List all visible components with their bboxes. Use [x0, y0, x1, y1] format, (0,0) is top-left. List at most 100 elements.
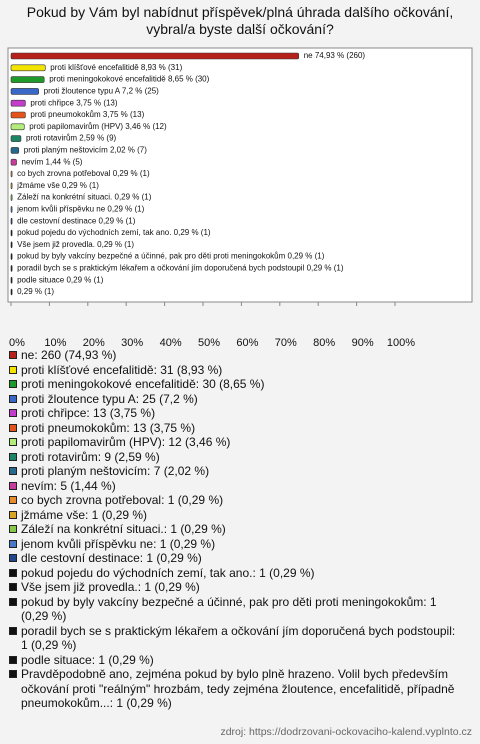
legend-swatch: [9, 365, 17, 374]
legend-swatch: [9, 351, 17, 359]
bar-label: dle cestovní destinace 0,29 % (1): [17, 216, 136, 225]
bar: [10, 123, 25, 131]
x-tick-label: 0%: [9, 337, 25, 349]
bar: [10, 147, 20, 154]
legend-label: proti rotavirům: 9 (2,59 %): [21, 449, 160, 464]
bar-label: proti papilomavirům (HPV) 3,46 % (12): [29, 122, 167, 131]
bar-label: proti meningokokové encefalitidě 8,65 % …: [49, 75, 209, 84]
legend-item: pokud pojedu do východních zemí, tak ano…: [8, 566, 464, 581]
legend-swatch: [9, 481, 17, 490]
legend-label: proti planým neštovicím: 7 (2,02 %): [21, 464, 210, 478]
legend-label: proti klíšťové encefalitidě: 31 (8,93 %): [21, 362, 223, 377]
bar-label: pokud by byly vakcíny bezpečné a účinné,…: [17, 252, 325, 261]
x-tick-label: 70%: [275, 337, 297, 349]
bar: [10, 229, 13, 237]
x-tick-label: 20%: [83, 337, 105, 349]
x-tick-label: 90%: [352, 337, 374, 349]
x-tick-label: 10%: [44, 337, 66, 349]
legend-swatch: [9, 496, 17, 504]
bar: [10, 88, 39, 95]
bar: [10, 111, 26, 119]
legend-item: proti klíšťové encefalitidě: 31 (8,93 %): [8, 363, 464, 378]
legend-swatch: [9, 568, 17, 577]
bar: [10, 217, 13, 225]
bar-label: proti klíšťové encefalitidě 8,93 % (31): [50, 63, 182, 72]
bar: [10, 182, 13, 190]
x-tick-label: 60%: [236, 337, 258, 349]
legend-label: jžmáme vše: 1 (0,29 %): [21, 507, 148, 522]
legend-item: pokud by byly vakcíny bezpečné a účinné,…: [8, 595, 464, 624]
legend-label: co bych zrovna potřeboval: 1 (0,29 %): [21, 493, 224, 507]
bar: [10, 194, 13, 201]
legend-item: Záleží na konkrétní situaci.: 1 (0,29 %): [8, 522, 464, 537]
legend-label: Pravděpodobně ano, zejména pokud by bylo…: [21, 667, 455, 710]
legend-label: poradil bych se s praktickým lékařem a o…: [21, 623, 456, 653]
legend: ne: 260 (74,93 %) proti klíšťové encefali…: [8, 348, 464, 711]
bar: [10, 99, 26, 107]
legend-item: proti planým neštovicím: 7 (2,02 %): [8, 464, 464, 479]
legend-item: Pravděpodobně ano, zejména pokud by bylo…: [8, 667, 464, 711]
legend-item: proti chřipce: 13 (3,75 %): [8, 406, 464, 421]
bar-label: ne 74,93 % (260): [304, 51, 366, 60]
legend-swatch: [9, 452, 17, 461]
x-tick-label: 80%: [313, 337, 335, 349]
legend-item: dle cestovní destinace: 1 (0,29 %): [8, 551, 464, 566]
legend-swatch: [9, 380, 17, 388]
legend-swatch: [9, 510, 17, 519]
legend-label: dle cestovní destinace: 1 (0,29 %): [21, 551, 202, 565]
bar-label: nevím 1,44 % (5): [22, 157, 83, 166]
x-tick-label: 40%: [160, 337, 182, 349]
legend-swatch: [9, 438, 17, 446]
bar-label: Záleží na konkrétní situaci. 0,29 % (1): [17, 193, 152, 202]
bar-label: proti žloutence typu A 7,2 % (25): [44, 87, 160, 96]
bar-label: 0,29 % (1): [17, 287, 54, 296]
legend-item: poradil bych se s praktickým lékařem a o…: [8, 624, 464, 653]
legend-label: pokud pojedu do východních zemí, tak ano…: [21, 565, 315, 580]
legend-swatch: [9, 467, 17, 475]
legend-swatch: [9, 409, 17, 417]
legend-label: ne: 260 (74,93 %): [21, 348, 117, 362]
legend-swatch: [9, 525, 17, 533]
legend-item: proti meningokokové encefalitidě: 30 (8,…: [8, 377, 464, 392]
bar: [10, 253, 13, 260]
bar: [10, 135, 22, 142]
legend-swatch: [9, 670, 17, 678]
bar-label: podle situace 0,29 % (1): [17, 275, 104, 284]
legend-label: proti meningokokové encefalitidě: 30 (8,…: [21, 377, 265, 391]
bar-label: proti chřipce 3,75 % (13): [30, 98, 117, 107]
bar: [10, 288, 13, 296]
bar: [10, 206, 13, 213]
legend-swatch: [9, 655, 17, 664]
legend-label: nevím: 5 (1,44 %): [21, 478, 116, 493]
chart-title: Pokud by Vám byl nabídnut příspěvek/plná…: [26, 4, 454, 37]
bar: [10, 158, 17, 166]
legend-swatch: [9, 583, 17, 591]
legend-item: proti papilomavirům (HPV): 12 (3,46 %): [8, 435, 464, 450]
bar: [10, 52, 300, 60]
legend-swatch: [9, 626, 17, 635]
legend-swatch: [9, 554, 17, 562]
legend-swatch: [9, 539, 17, 548]
legend-label: Záleží na konkrétní situaci.: 1 (0,29 %): [21, 522, 226, 536]
legend-item: jenom kvůli příspěvku ne: 1 (0,29 %): [8, 537, 464, 552]
bar-label: pokud pojedu do východních zemí, tak ano…: [17, 228, 211, 237]
bar: [10, 265, 13, 272]
legend-item: Vše jsem již provedla.: 1 (0,29 %): [8, 580, 464, 595]
bar: [10, 64, 46, 72]
legend-item: jžmáme vše: 1 (0,29 %): [8, 508, 464, 523]
legend-label: proti chřipce: 13 (3,75 %): [21, 406, 156, 420]
bar: [10, 76, 45, 83]
x-tick-label: 50%: [198, 337, 220, 349]
x-tick-label: 100%: [387, 337, 415, 349]
legend-label: proti pneumokokům: 13 (3,75 %): [21, 420, 196, 435]
legend-swatch: [9, 423, 17, 432]
bar: [10, 170, 13, 178]
legend-label: jenom kvůli příspěvku ne: 1 (0,29 %): [21, 536, 216, 551]
legend-item: proti žloutence typu A: 25 (7,2 %): [8, 392, 464, 407]
legend-item: podle situace: 1 (0,29 %): [8, 653, 464, 668]
source: zdroj: https://dodrzovani-ockovaciho-kal…: [220, 726, 472, 738]
bar: [10, 241, 13, 249]
bar: [10, 276, 13, 284]
legend-swatch: [9, 394, 17, 403]
